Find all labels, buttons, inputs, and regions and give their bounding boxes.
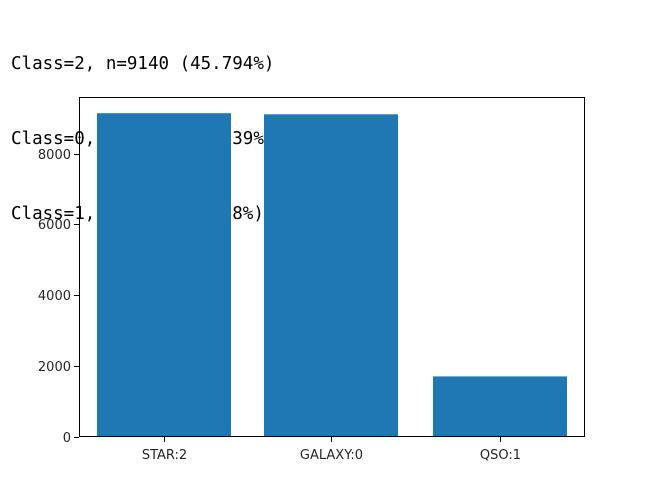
y-tick-label: 2000 xyxy=(38,360,71,375)
bar xyxy=(433,376,567,437)
bar xyxy=(264,114,398,438)
x-tick-label: QSO:1 xyxy=(480,448,521,463)
plot-frame xyxy=(79,97,585,437)
bar xyxy=(97,113,231,437)
y-tick-label: 4000 xyxy=(38,289,71,304)
console-line: Class=2, n=9140 (45.794%) xyxy=(11,54,275,74)
y-tick-label: 0 xyxy=(63,431,71,446)
y-tick-label: 6000 xyxy=(38,218,71,233)
y-tick-label: 8000 xyxy=(38,148,71,163)
x-tick-label: GALAXY:0 xyxy=(300,448,363,463)
x-tick-label: STAR:2 xyxy=(142,448,187,463)
axes-layer: 0 2000 4000 6000 8000 STAR:2 GALAXY:0 QSO:1 xyxy=(38,97,585,463)
bars-layer xyxy=(97,113,567,438)
